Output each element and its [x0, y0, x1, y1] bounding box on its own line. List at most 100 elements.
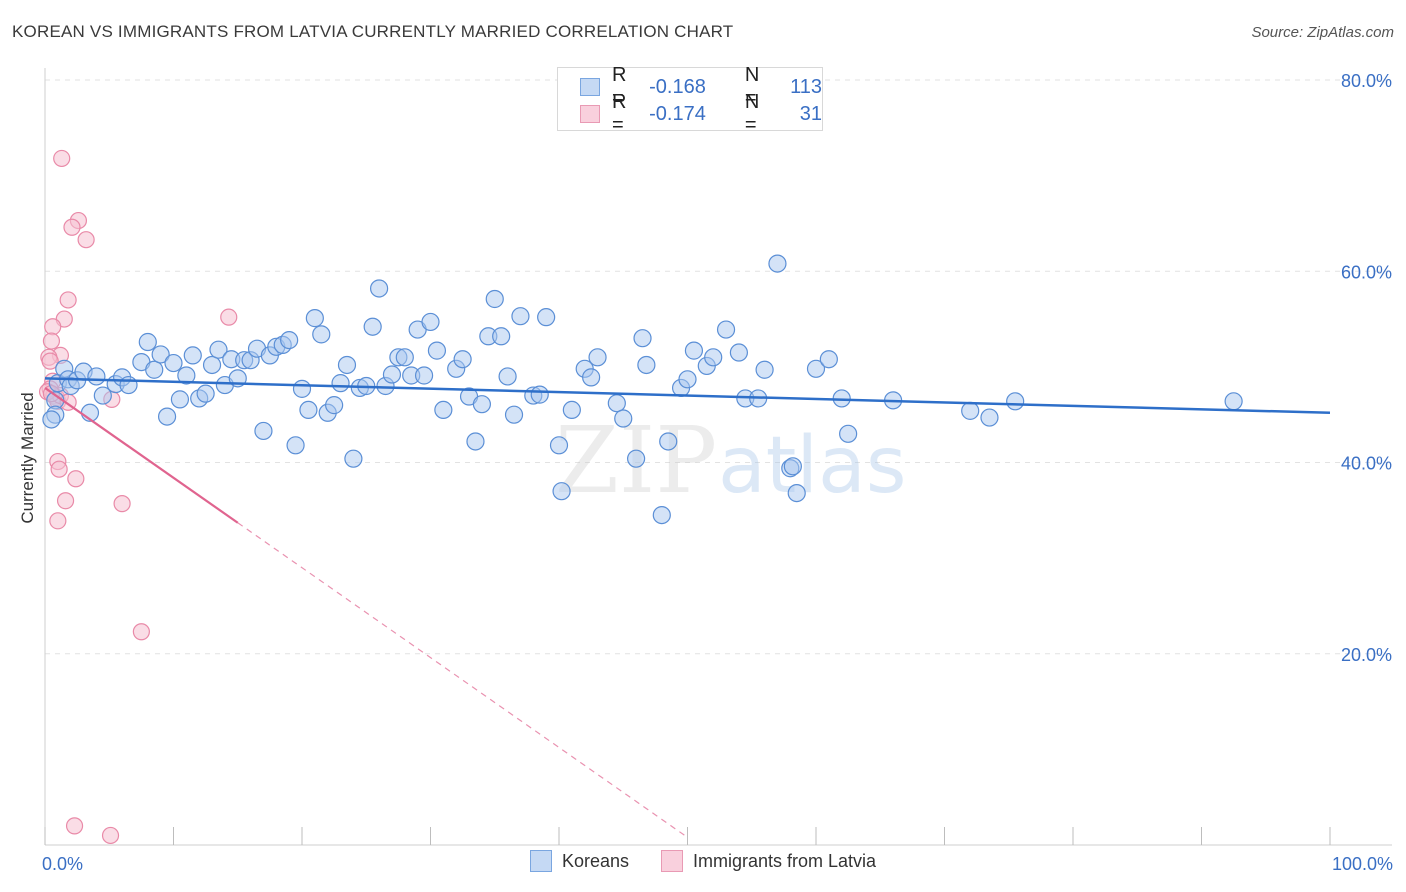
- y-tick-labels: 20.0% 40.0% 60.0% 80.0%: [1341, 71, 1392, 665]
- latvia-trend-line: [44, 387, 239, 524]
- korean-point: [202, 355, 222, 375]
- koreans-legend-swatch: [529, 850, 552, 872]
- korean-point: [562, 400, 581, 420]
- latvia-point: [65, 817, 84, 835]
- latvia-legend-swatch: [660, 850, 683, 872]
- x-tick-label: 100.0%: [1332, 854, 1393, 874]
- korean-point: [363, 317, 382, 336]
- n-label: N =: [744, 64, 760, 109]
- x-tick-label: 0.0%: [42, 854, 83, 874]
- korean-point: [177, 366, 196, 385]
- korean-point: [93, 386, 112, 405]
- korean-point: [254, 421, 273, 441]
- korean-point: [678, 370, 697, 389]
- korean-point: [588, 348, 607, 367]
- latvia-point: [220, 308, 238, 326]
- korean-point: [614, 409, 633, 428]
- korean-point: [980, 408, 999, 427]
- korean-point: [466, 432, 485, 451]
- r-label: R =: [611, 64, 627, 109]
- latvia-legend-label: Immigrants from Latvia: [692, 850, 877, 871]
- korean-point: [787, 484, 806, 503]
- legend-row-latvia: R = -0.174 N = 31: [580, 91, 822, 136]
- legend-row-koreans: R = -0.168 N = 113: [580, 64, 822, 109]
- y-tick-label: 40.0%: [1341, 454, 1392, 474]
- watermark-atlas: atlas: [718, 421, 907, 511]
- latvia-point: [113, 495, 131, 513]
- korean-point: [806, 359, 826, 378]
- korean-point: [549, 436, 569, 455]
- korean-point: [427, 341, 447, 360]
- korean-point: [626, 449, 646, 468]
- n-label: N =: [744, 91, 760, 136]
- latvia-point: [50, 460, 68, 478]
- korean-point: [138, 332, 157, 352]
- korean-point: [145, 360, 164, 379]
- korean-point: [280, 331, 299, 350]
- r-label: R =: [611, 91, 627, 136]
- korean-point: [783, 457, 802, 476]
- korean-point: [716, 320, 736, 339]
- korean-point: [768, 254, 787, 273]
- source-label: Source: ZipAtlas.com: [1251, 24, 1394, 41]
- chart-title: KOREAN VS IMMIGRANTS FROM LATVIA CURRENT…: [12, 22, 734, 41]
- korean-point: [1224, 392, 1243, 411]
- trend-lines: [44, 377, 1331, 838]
- latvia-point: [67, 470, 85, 488]
- korean-point: [552, 482, 571, 501]
- korean-point: [305, 309, 324, 328]
- watermark: ZIP atlas: [555, 407, 907, 514]
- korean-point: [414, 366, 434, 385]
- latvia-point: [56, 492, 75, 510]
- koreans-legend-label: Koreans: [561, 850, 629, 871]
- korean-point: [652, 505, 671, 525]
- korean-point: [704, 348, 723, 367]
- korean-point: [819, 350, 838, 369]
- series-legend: Koreans Immigrants from Latvia: [0, 850, 1406, 872]
- latvia-swatch: [580, 105, 600, 123]
- korean-point: [839, 424, 858, 443]
- korean-point: [637, 355, 656, 375]
- korean-point: [344, 449, 363, 468]
- korean-point: [492, 327, 511, 346]
- korean-point: [299, 400, 318, 420]
- axes: [44, 68, 1392, 846]
- n-value: 113: [790, 75, 822, 98]
- korean-point: [42, 410, 61, 429]
- korean-point: [382, 365, 402, 384]
- korean-point: [434, 400, 453, 420]
- latvia-point: [41, 352, 59, 370]
- korean-point: [729, 343, 749, 362]
- y-tick-label: 80.0%: [1341, 71, 1392, 91]
- korean-point: [370, 279, 389, 298]
- korean-point: [119, 375, 138, 395]
- korean-point: [961, 401, 980, 420]
- latvia-point: [63, 218, 81, 236]
- gridlines: [45, 79, 1392, 655]
- x-tick-labels: 0.0% 100.0%: [42, 854, 1393, 874]
- korean-point: [607, 394, 626, 413]
- korean-point: [421, 312, 440, 332]
- latvia-point: [132, 623, 150, 641]
- latvia-point: [49, 512, 67, 530]
- latvia-point: [101, 826, 120, 845]
- latvia-points: [38, 149, 238, 845]
- legend-item-latvia[interactable]: Immigrants from Latvia: [660, 850, 877, 872]
- koreans-points: [42, 254, 1243, 525]
- correlation-legend: R = -0.168 N = 113 R = -0.174 N = 31: [557, 64, 823, 136]
- korean-point: [530, 385, 549, 404]
- latvia-point: [59, 291, 77, 309]
- y-tick-label: 60.0%: [1341, 262, 1392, 282]
- latvia-point: [42, 332, 61, 350]
- korean-point: [1006, 392, 1025, 411]
- latvia-trend-extension: [237, 522, 688, 838]
- korean-point: [684, 341, 704, 360]
- korean-point: [286, 436, 305, 455]
- legend-item-koreans[interactable]: Koreans: [529, 850, 629, 872]
- y-tick-label: 20.0%: [1341, 645, 1392, 665]
- korean-point: [511, 307, 530, 326]
- korean-point: [331, 374, 350, 393]
- korean-point: [395, 348, 414, 367]
- korean-point: [196, 384, 215, 403]
- korean-point: [209, 340, 228, 359]
